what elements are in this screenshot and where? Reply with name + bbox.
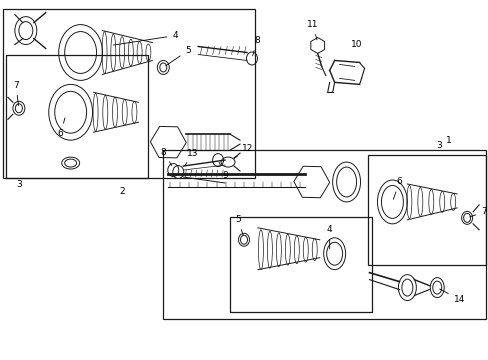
Text: 5: 5 [235, 215, 243, 235]
Text: 7: 7 [469, 207, 486, 217]
Bar [229, 217, 371, 312]
Text: 11: 11 [306, 20, 318, 40]
Text: 7: 7 [13, 81, 19, 105]
Text: 4: 4 [326, 225, 332, 249]
Text: 3: 3 [16, 180, 21, 189]
Text: 8: 8 [160, 148, 171, 166]
Bar [3, 9, 254, 178]
Text: 12: 12 [234, 144, 253, 158]
Text: 4: 4 [113, 31, 178, 45]
Text: 1: 1 [446, 136, 451, 145]
Text: 3: 3 [435, 141, 441, 150]
Text: 6: 6 [392, 177, 402, 199]
Text: 14: 14 [439, 289, 464, 304]
Text: 9: 9 [219, 163, 227, 180]
Text: 13: 13 [184, 149, 199, 166]
Text: 6: 6 [58, 118, 65, 138]
Text: 2: 2 [120, 188, 125, 197]
Text: 8: 8 [252, 36, 259, 56]
Bar [367, 155, 485, 265]
Bar [6, 55, 148, 178]
Bar [163, 150, 485, 319]
Text: 10: 10 [350, 40, 362, 49]
Text: 5: 5 [165, 46, 191, 66]
